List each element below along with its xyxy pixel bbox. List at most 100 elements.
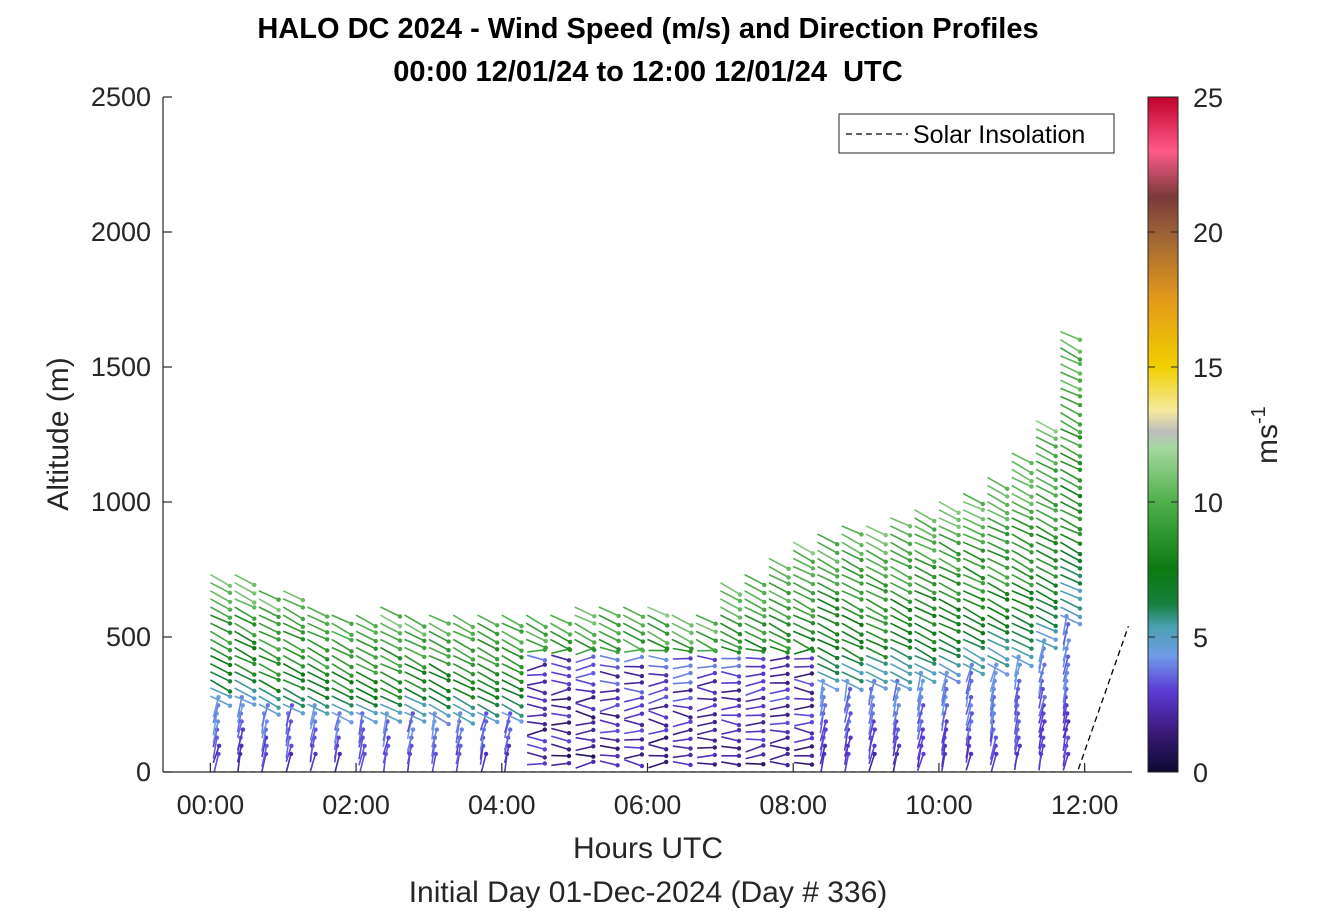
wind-arrow-head xyxy=(762,630,767,636)
wind-arrow-head xyxy=(761,752,766,757)
wind-arrow xyxy=(526,743,546,751)
wind-arrow xyxy=(307,695,328,708)
wind-arrow xyxy=(355,703,377,714)
wind-arrow xyxy=(865,606,887,619)
wind-arrow-head xyxy=(265,703,270,708)
wind-arrow-head xyxy=(252,600,257,605)
wind-arrow-head xyxy=(640,623,646,628)
wind-arrow-head xyxy=(1029,614,1034,619)
wind-arrow xyxy=(648,705,667,711)
wind-arrow xyxy=(769,688,788,695)
wind-arrow xyxy=(865,598,887,611)
wind-arrow xyxy=(455,753,460,772)
wind-arrow xyxy=(744,606,765,618)
wind-arrow-head xyxy=(688,736,693,741)
wind-arrow-head xyxy=(300,697,306,702)
wind-arrow xyxy=(526,695,546,702)
wind-arrow-head xyxy=(422,665,427,670)
wind-arrow xyxy=(914,654,935,665)
wind-arrow-head xyxy=(835,613,840,618)
wind-arrow-head xyxy=(1040,686,1045,692)
wind-arrow-head xyxy=(932,640,937,645)
wind-arrow xyxy=(1060,436,1081,447)
wind-arrow xyxy=(624,681,642,685)
wind-arrow xyxy=(598,638,619,651)
wind-arrow xyxy=(916,729,924,749)
wind-arrow-head xyxy=(896,686,901,692)
wind-arrow xyxy=(1035,476,1057,489)
wind-arrow-head xyxy=(484,711,489,716)
wind-arrow-head xyxy=(1053,629,1058,634)
wind-arrow xyxy=(428,679,449,692)
wind-arrow-head xyxy=(349,673,354,678)
wind-arrow xyxy=(914,630,935,643)
wind-arrow-head xyxy=(980,576,986,581)
wind-arrow xyxy=(455,745,462,765)
wind-arrow-head xyxy=(1029,559,1034,564)
wind-arrow-head xyxy=(883,542,888,547)
wind-arrow xyxy=(987,606,1008,619)
wind-arrow xyxy=(212,745,220,764)
wind-arrow-head xyxy=(1053,623,1058,629)
wind-arrow xyxy=(452,654,474,666)
wind-arrow xyxy=(792,614,814,624)
wind-arrow-head xyxy=(397,638,403,643)
wind-arrow xyxy=(914,598,935,610)
wind-arrow xyxy=(261,745,268,767)
wind-arrow xyxy=(865,679,887,690)
wind-arrow-head xyxy=(639,673,645,679)
wind-arrow-head xyxy=(980,581,986,586)
wind-arrow-head xyxy=(519,694,524,699)
wind-arrow-head xyxy=(848,711,853,716)
wind-arrow-head xyxy=(543,638,548,644)
wind-arrow-head xyxy=(1005,672,1010,677)
wind-arrow-head xyxy=(227,615,233,620)
wind-arrow xyxy=(744,630,765,642)
wind-arrow xyxy=(624,738,642,741)
wind-arrow-head xyxy=(835,550,840,556)
wind-arrow-head xyxy=(300,703,306,709)
wind-arrow-head xyxy=(1005,540,1010,545)
wind-arrow xyxy=(1011,614,1032,627)
wind-arrow xyxy=(452,703,474,716)
wind-arrow-head xyxy=(615,754,620,759)
wind-arrow-head xyxy=(883,670,888,676)
wind-arrow xyxy=(431,753,437,772)
wind-arrow xyxy=(258,606,279,618)
wind-arrow xyxy=(819,705,826,726)
wind-arrow-head xyxy=(1053,574,1058,579)
wind-arrow-head xyxy=(1042,662,1047,667)
wind-barbs-layer xyxy=(209,330,1083,772)
wind-arrow-head xyxy=(1053,493,1058,498)
wind-arrow xyxy=(258,590,279,601)
wind-arrow-head xyxy=(397,680,403,685)
wind-arrow-head xyxy=(591,671,596,676)
wind-arrow-head xyxy=(289,703,295,708)
x-tick-label: 02:00 xyxy=(322,790,390,820)
wind-arrow xyxy=(1013,737,1020,755)
wind-arrow-head xyxy=(616,638,621,644)
wind-arrow-head xyxy=(300,648,306,654)
wind-arrow xyxy=(1013,745,1021,767)
wind-arrow xyxy=(261,721,268,739)
wind-arrow xyxy=(672,704,691,709)
wind-arrow xyxy=(599,670,618,678)
wind-arrow xyxy=(285,721,292,742)
wind-arrow-head xyxy=(883,629,888,634)
wind-arrow xyxy=(575,736,594,742)
wind-arrow-head xyxy=(932,631,937,636)
wind-arrow-head xyxy=(664,715,669,720)
wind-arrow xyxy=(501,638,522,652)
wind-arrow xyxy=(817,662,838,674)
wind-arrow xyxy=(282,679,304,690)
wind-arrow-head xyxy=(664,728,669,733)
wind-arrow xyxy=(234,590,255,604)
wind-arrow xyxy=(987,590,1008,601)
wind-arrow-head xyxy=(349,632,354,638)
wind-arrow xyxy=(331,646,352,658)
wind-arrow-head xyxy=(785,735,790,740)
wind-arrow xyxy=(695,630,717,642)
wind-arrow-head xyxy=(859,590,864,596)
wind-arrow-head xyxy=(1029,532,1034,538)
wind-arrow-head xyxy=(785,720,790,726)
